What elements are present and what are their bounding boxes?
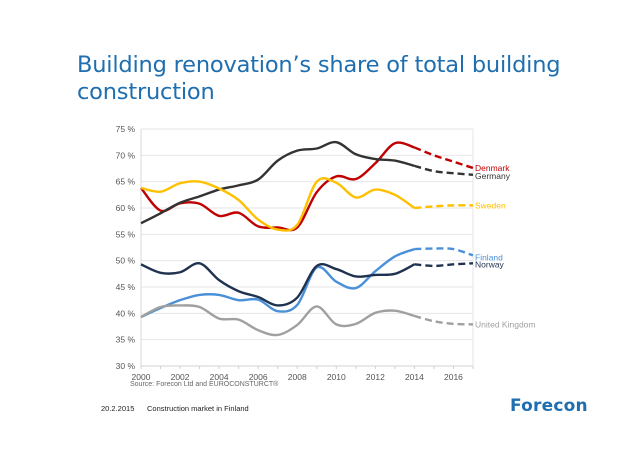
series-label-finland: Finland bbox=[475, 252, 503, 262]
series-line-finland-forecast bbox=[414, 247, 474, 257]
series-line-denmark-actual bbox=[140, 141, 415, 232]
y-tick-label: 30 % bbox=[116, 361, 136, 371]
gridlines bbox=[141, 128, 473, 341]
x-tick-label: 2012 bbox=[366, 372, 385, 382]
series-label-germany: Germany bbox=[475, 171, 511, 181]
y-tick-label: 55 % bbox=[116, 229, 136, 239]
series-line-germany-actual bbox=[140, 140, 415, 225]
series-line-united-kingdom-actual bbox=[140, 304, 415, 337]
y-tick-label: 35 % bbox=[116, 335, 136, 345]
y-tick-label: 75 % bbox=[116, 124, 136, 134]
y-tick-label: 40 % bbox=[116, 308, 136, 318]
x-tick-labels: 2000 2002 2004 2006 2008 2010 2012 2014 2016 bbox=[132, 372, 464, 382]
source-note: Source: Forecon Ltd and EUROCONSTURCT® bbox=[130, 381, 279, 388]
series-line-sweden-actual bbox=[140, 177, 416, 232]
y-tick-label: 45 % bbox=[116, 282, 136, 292]
series-label-sweden: Sweden bbox=[475, 200, 506, 210]
x-tick-label: 2000 bbox=[132, 372, 151, 382]
x-tick-label: 2002 bbox=[171, 372, 190, 382]
x-tick-label: 2016 bbox=[444, 372, 463, 382]
series-label-denmark: Denmark bbox=[475, 163, 510, 173]
series-line-finland-actual bbox=[140, 247, 415, 319]
series-lines bbox=[140, 140, 474, 337]
y-tick-label: 65 % bbox=[116, 177, 136, 187]
series-line-denmark-forecast bbox=[413, 146, 474, 170]
y-tick-label: 60 % bbox=[116, 203, 136, 213]
footer-text: Construction market in Finland bbox=[147, 404, 249, 413]
series-line-norway-actual bbox=[140, 262, 415, 307]
x-tick-label: 2008 bbox=[288, 372, 307, 382]
y-tick-label: 70 % bbox=[116, 150, 136, 160]
brand-logo: Forecon bbox=[510, 396, 588, 416]
x-tick-label: 2006 bbox=[249, 372, 268, 382]
axes bbox=[140, 129, 474, 369]
series-line-germany-forecast bbox=[414, 164, 474, 177]
series-line-sweden-forecast bbox=[414, 204, 474, 210]
x-tick-label: 2010 bbox=[327, 372, 346, 382]
series-line-united-kingdom-forecast bbox=[414, 314, 474, 326]
y-tick-label: 50 % bbox=[116, 256, 136, 266]
slide-title: Building renovation’s share of total bui… bbox=[77, 52, 561, 105]
series-label-norway: Norway bbox=[475, 259, 505, 269]
footer-date: 20.2.2015 bbox=[101, 404, 135, 413]
x-tick-label: 2004 bbox=[210, 372, 229, 382]
y-tick-labels: 30 % 35 % 40 % 45 % 50 % 55 % 60 % 65 % 70 % 75 % bbox=[116, 124, 136, 371]
series-label-united-kingdom: United Kingdom bbox=[475, 319, 535, 329]
series-line-norway-forecast bbox=[414, 262, 474, 268]
x-tick-label: 2014 bbox=[405, 372, 424, 382]
